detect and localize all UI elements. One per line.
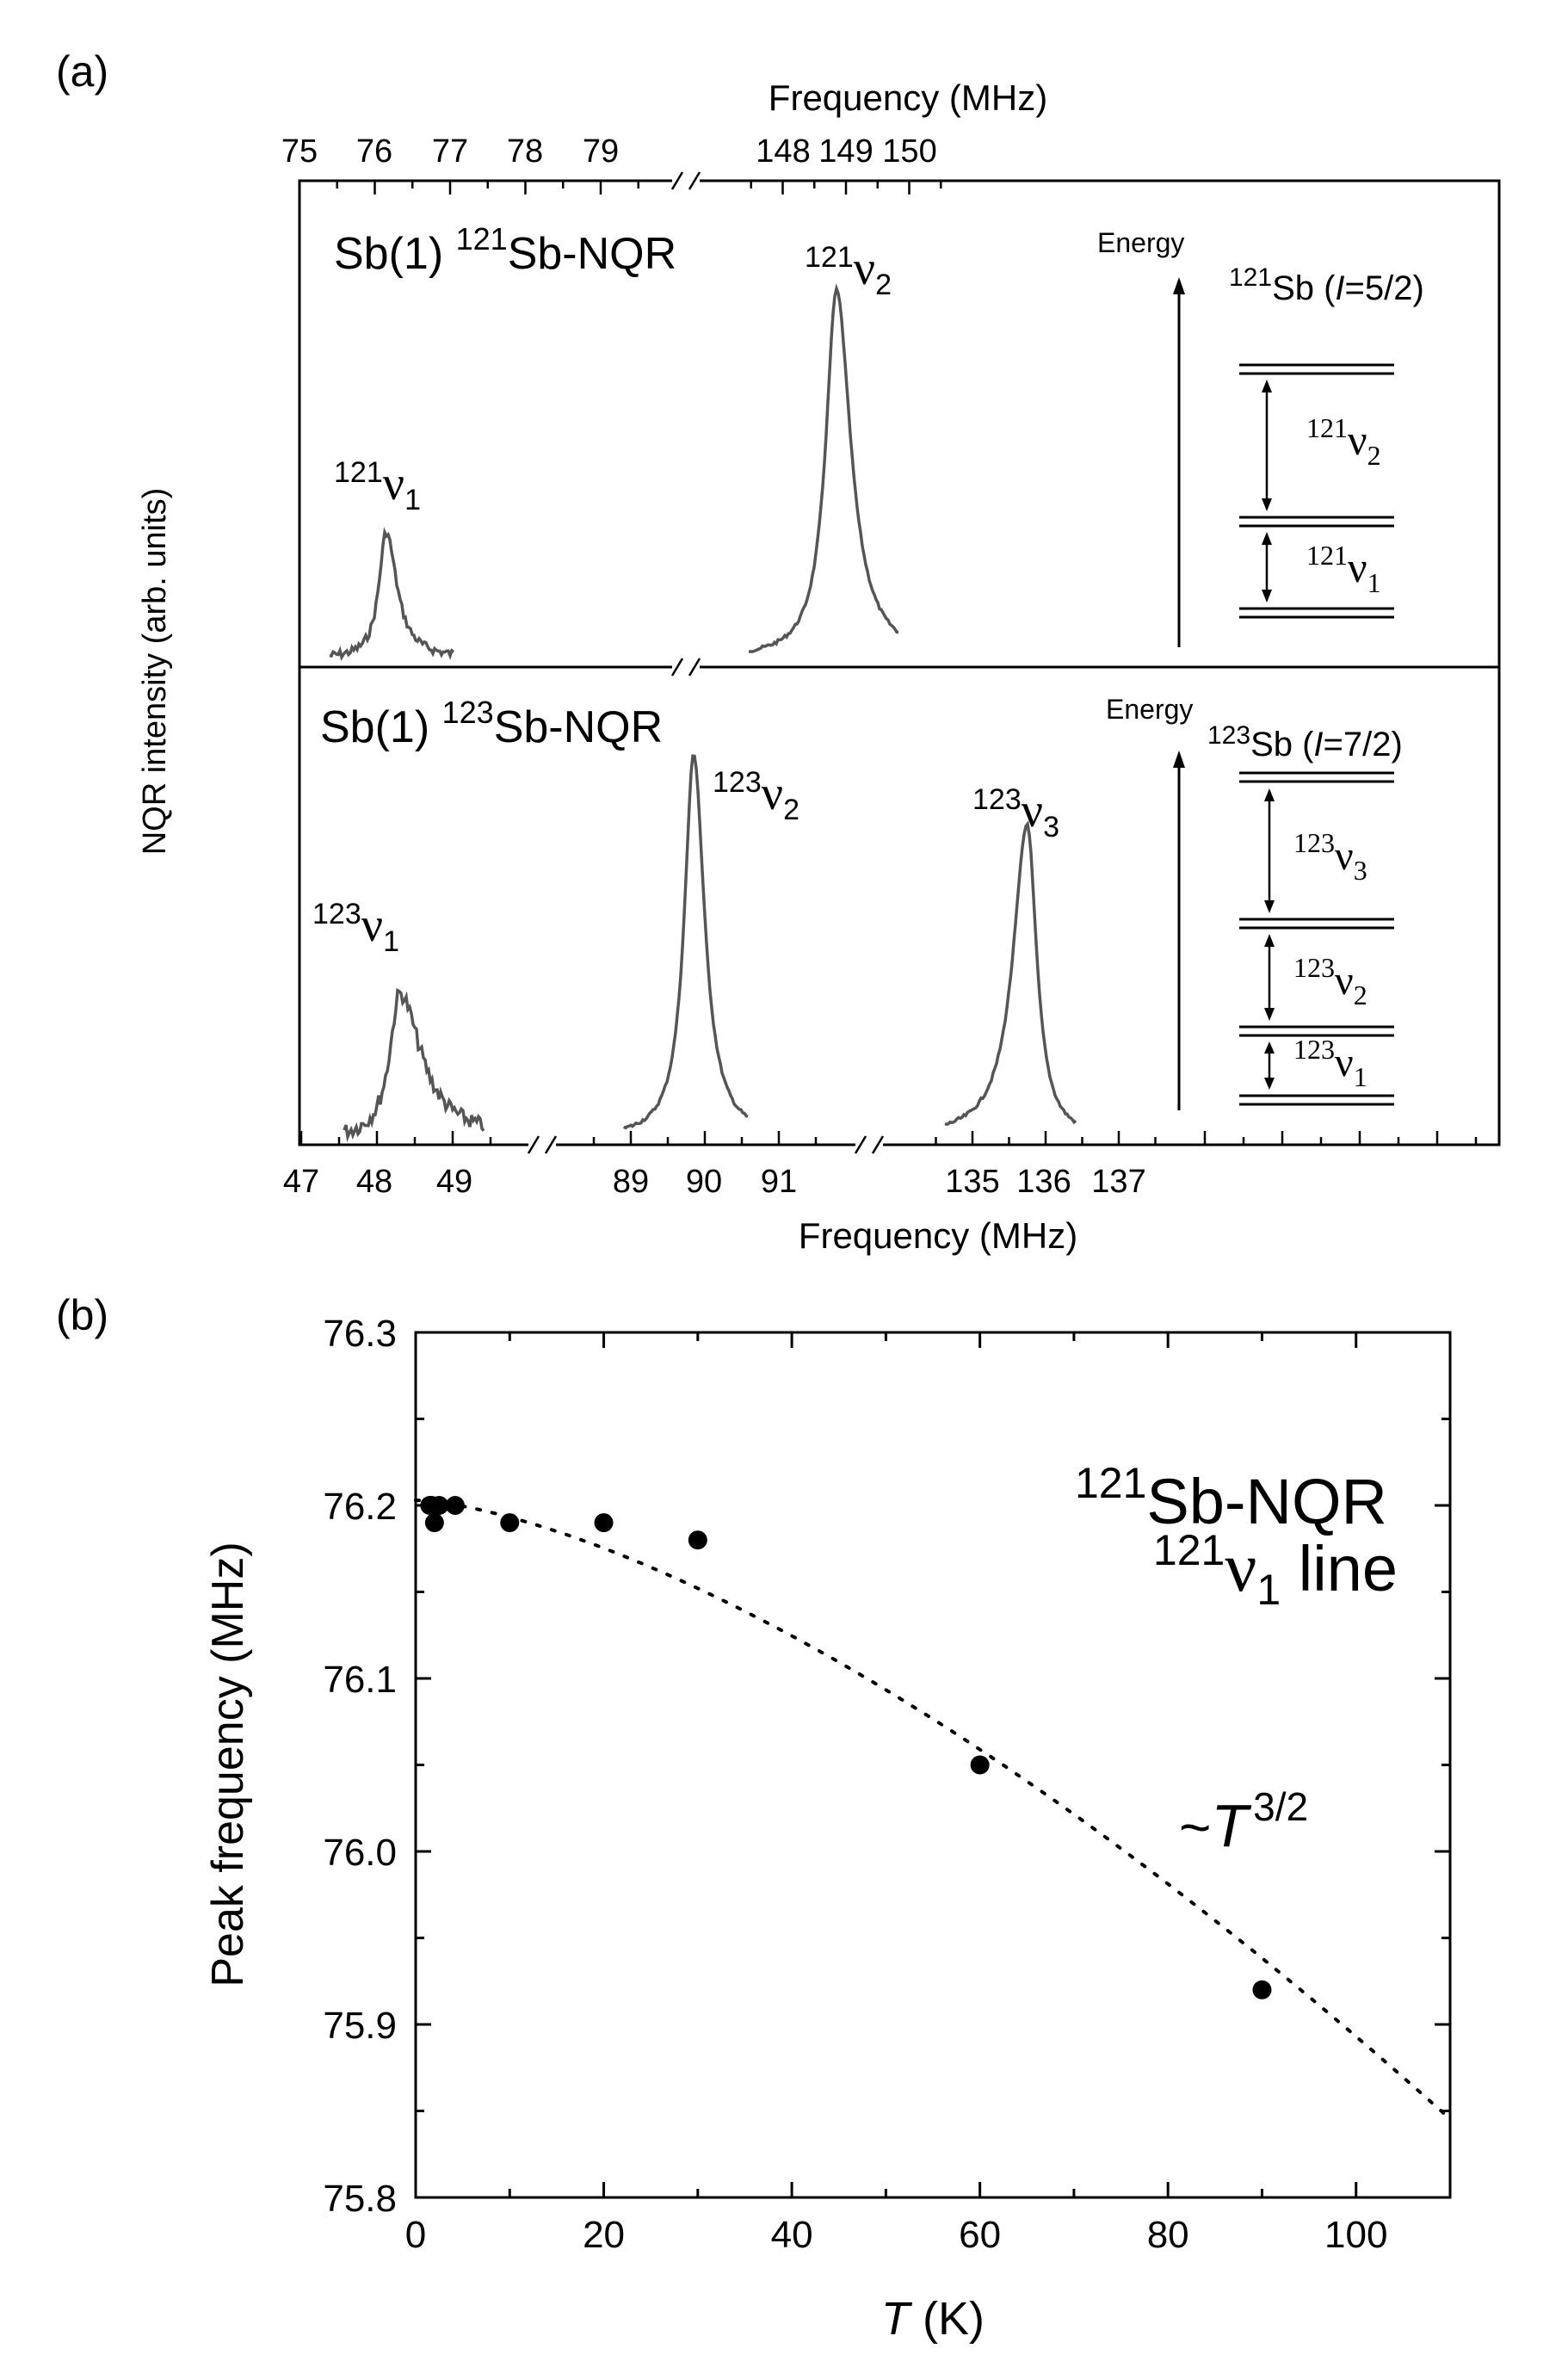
data-point xyxy=(594,1513,614,1533)
data-point xyxy=(424,1513,444,1533)
panel-label-b: (b) xyxy=(56,1291,108,1339)
y-tick-label: 76.3 xyxy=(323,1313,397,1355)
x-tick-label: 60 xyxy=(959,2214,1001,2256)
level-diagram-121: Energy 121Sb (I=5/2) 121ν2 xyxy=(1097,227,1424,647)
energy-arrowhead-121 xyxy=(1173,277,1185,294)
panel-a-ylabel: NQR intensity (arb. units) xyxy=(137,488,173,856)
data-point xyxy=(688,1530,707,1550)
top-tick-79: 79 xyxy=(583,133,619,170)
panel-b-ylabel: Peak frequency (MHz) xyxy=(203,1542,253,1987)
top-tick-149: 149 xyxy=(818,133,873,170)
peak-label-123-nu2: 123ν2 xyxy=(713,766,799,826)
panel-b: 75.8 75.9 76.0 76.1 76.2 76.3 0 20 40 60 80 100 Pe… xyxy=(203,1313,1452,2345)
panel-label-a: (a) xyxy=(56,47,108,96)
bottom-tick-48: 48 xyxy=(356,1164,392,1200)
transition-arrows-121 xyxy=(1262,380,1272,603)
transition-label-123-nu2: 123ν2 xyxy=(1293,952,1367,1010)
panel-b-xlabel: T (K) xyxy=(881,2293,985,2345)
spectrum-123-nu2 xyxy=(622,754,749,1130)
panel-a-frame xyxy=(298,179,1501,1146)
spectrum-123-nu1 xyxy=(343,987,485,1143)
panel-b-frame xyxy=(414,1331,1452,2199)
energy-levels-121 xyxy=(1239,363,1394,619)
spectrum-121-nu2 xyxy=(749,283,899,653)
top-tick-labels: 75 76 77 78 79 148 149 150 xyxy=(281,133,937,170)
bottom-tick-90: 90 xyxy=(686,1164,722,1200)
data-point xyxy=(970,1755,990,1775)
bottom-axis-label: Frequency (MHz) xyxy=(799,1215,1077,1256)
bottom-tick-labels: 47 48 49 89 90 91 135 136 137 xyxy=(283,1164,1146,1200)
annotation-line2: 121ν1 line xyxy=(1153,1526,1398,1614)
break-slash xyxy=(871,1135,885,1154)
x-tick-label: 40 xyxy=(771,2214,813,2256)
top-tick-75: 75 xyxy=(281,133,318,170)
y-tick-label: 75.9 xyxy=(323,2005,397,2047)
bottom-tick-91: 91 xyxy=(761,1164,797,1200)
data-point xyxy=(429,1496,449,1515)
data-point xyxy=(500,1513,520,1533)
top-tick-77: 77 xyxy=(432,133,468,170)
isotope-label-123: 123Sb (I=7/2) xyxy=(1207,721,1403,763)
energy-label-123: Energy xyxy=(1106,694,1193,725)
x-tick-label: 0 xyxy=(405,2214,426,2256)
bottom-tick-136: 136 xyxy=(1016,1164,1071,1200)
annotation-line1: 121Sb-NQR xyxy=(1075,1459,1387,1537)
panel-a: NQR intensity (arb. units) Frequency (MH… xyxy=(137,77,1501,1256)
bottom-tick-49: 49 xyxy=(436,1164,472,1200)
spectrum-121-nu1 xyxy=(329,527,455,661)
break-slash xyxy=(670,658,684,677)
fit-curve xyxy=(414,1499,1452,2121)
top-tick-150: 150 xyxy=(882,133,936,170)
peak-label-121-nu2: 121ν2 xyxy=(805,241,892,301)
panel-b-y-tick-labels: 75.8 75.9 76.0 76.1 76.2 76.3 xyxy=(323,1313,397,2220)
top-tick-76: 76 xyxy=(356,133,392,170)
fit-label: ~T 3/2 xyxy=(1179,1784,1308,1859)
break-slash xyxy=(527,1135,540,1154)
break-slash xyxy=(670,171,684,190)
y-tick-label: 76.0 xyxy=(323,1832,397,1874)
upper-spectrum-title: Sb(1) 121Sb-NQR xyxy=(334,221,676,279)
panel-a-box xyxy=(298,179,1501,1146)
break-slash xyxy=(854,1135,867,1154)
peak-label-123-nu3: 123ν3 xyxy=(972,783,1059,844)
transition-label-123-nu1: 123ν1 xyxy=(1293,1034,1367,1092)
data-point xyxy=(445,1496,465,1515)
bottom-tick-137: 137 xyxy=(1091,1164,1145,1200)
y-tick-label: 76.2 xyxy=(323,1486,397,1528)
transition-arrows-123 xyxy=(1264,788,1275,1090)
top-tick-148: 148 xyxy=(756,133,810,170)
panel-b-ticks xyxy=(414,1331,1452,2199)
x-tick-label: 80 xyxy=(1147,2214,1189,2256)
y-tick-label: 75.8 xyxy=(323,2178,397,2220)
x-tick-label: 100 xyxy=(1324,2214,1387,2256)
top-axis-label: Frequency (MHz) xyxy=(769,77,1047,118)
break-slash xyxy=(688,658,701,677)
peak-label-123-nu1: 123ν1 xyxy=(312,898,399,958)
energy-levels-123 xyxy=(1239,771,1394,1106)
spectrum-123-nu3 xyxy=(944,820,1077,1127)
transition-label-123-nu3: 123ν3 xyxy=(1293,827,1367,886)
level-diagram-123: Energy 123Sb (I=7/2) xyxy=(1106,694,1403,1110)
bottom-tick-135: 135 xyxy=(945,1164,999,1200)
y-tick-label: 76.1 xyxy=(323,1659,397,1701)
transition-label-121-nu1: 121ν1 xyxy=(1306,540,1381,598)
axis-break-marks xyxy=(527,171,885,1154)
bottom-tick-89: 89 xyxy=(613,1164,649,1200)
panel-b-x-tick-labels: 0 20 40 60 80 100 xyxy=(405,2214,1388,2256)
data-point xyxy=(1252,1980,1272,1999)
energy-label-121: Energy xyxy=(1097,227,1184,258)
data-points xyxy=(420,1496,1272,1999)
energy-arrowhead-123 xyxy=(1173,751,1185,768)
bottom-tick-47: 47 xyxy=(283,1164,319,1200)
break-slash xyxy=(688,171,701,190)
isotope-label-121: 121Sb (I=5/2) xyxy=(1229,263,1424,307)
peak-label-121-nu1: 121ν1 xyxy=(334,456,421,516)
x-tick-label: 20 xyxy=(583,2214,625,2256)
transition-label-121-nu2: 121ν2 xyxy=(1306,412,1381,471)
lower-spectrum-title: Sb(1) 123Sb-NQR xyxy=(320,695,663,752)
top-tick-78: 78 xyxy=(507,133,543,170)
break-slash xyxy=(544,1135,558,1154)
